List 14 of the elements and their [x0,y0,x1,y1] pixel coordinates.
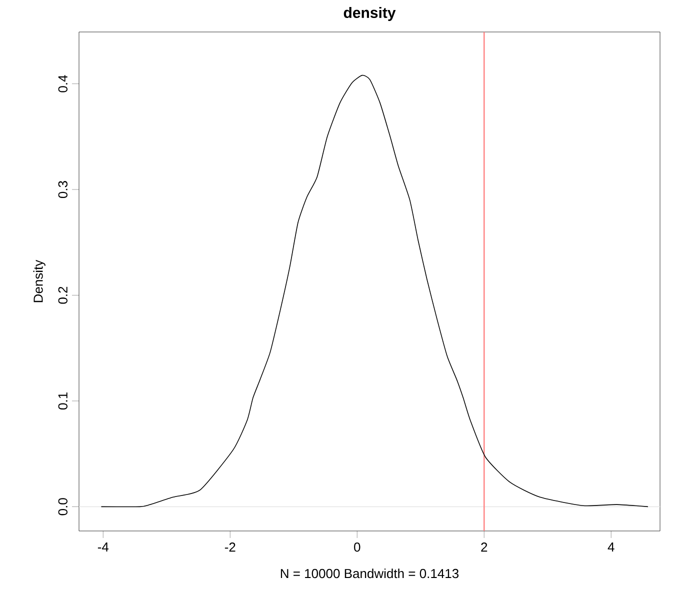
x-tick-label: 2 [481,542,488,552]
y-tick-label: 0.2 [58,286,68,304]
x-tick-label: -4 [98,542,109,552]
y-tick-label: 0.3 [58,181,68,198]
y-axis-title: Density [33,260,46,302]
y-tick-label: 0.0 [58,498,68,516]
y-tick-label: 0.1 [58,392,68,410]
x-tick-label: 0 [354,542,360,552]
line-series [100,74,648,508]
x-tick-label: 4 [608,542,614,552]
chart-title: density [344,6,396,21]
y-tick-label: 0.4 [58,75,68,92]
x-axis-title: N = 10000 Bandwidth = 0.1413 [280,568,459,578]
x-tick-label: -2 [224,542,236,552]
